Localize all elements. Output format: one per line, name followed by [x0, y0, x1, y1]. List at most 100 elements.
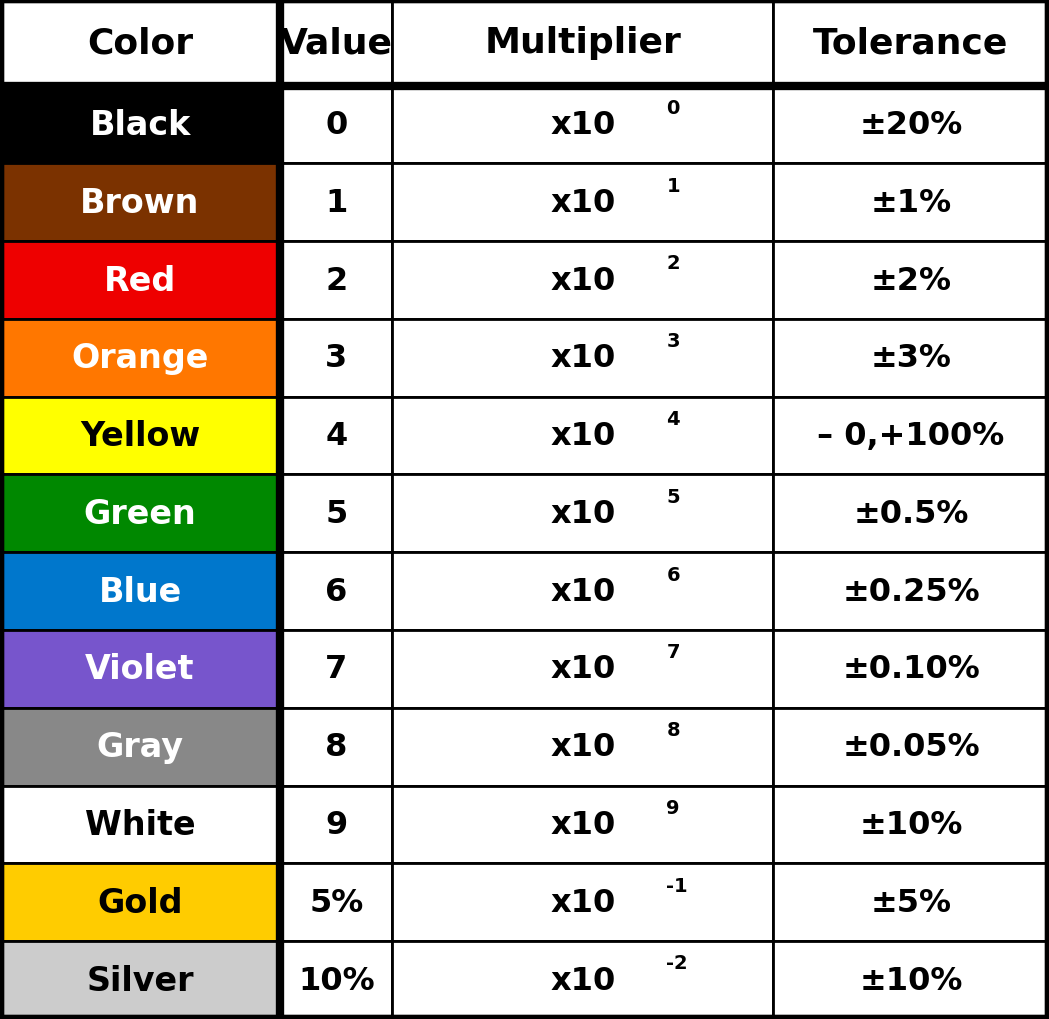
- Text: Violet: Violet: [85, 653, 195, 686]
- Bar: [392, 397, 773, 475]
- Text: x10: x10: [550, 732, 616, 762]
- Bar: [392, 942, 773, 1019]
- Text: ±1%: ±1%: [871, 187, 951, 218]
- Text: 5: 5: [325, 498, 347, 529]
- Text: 7: 7: [325, 654, 347, 685]
- Bar: [0, 942, 280, 1019]
- Text: 6: 6: [666, 565, 680, 584]
- Text: 3: 3: [325, 343, 347, 374]
- Text: Green: Green: [84, 497, 196, 530]
- Text: 2: 2: [666, 254, 680, 273]
- Bar: [773, 397, 1049, 475]
- Bar: [0, 164, 280, 242]
- Text: 0: 0: [325, 110, 347, 141]
- Text: Value: Value: [280, 26, 392, 60]
- Bar: [392, 631, 773, 708]
- Text: ±0.10%: ±0.10%: [842, 654, 980, 685]
- Text: Red: Red: [104, 264, 176, 298]
- Text: 9: 9: [325, 809, 347, 841]
- Bar: [280, 475, 392, 552]
- Text: x10: x10: [550, 498, 616, 529]
- Text: 4: 4: [666, 410, 680, 429]
- Text: x10: x10: [550, 421, 616, 451]
- Text: 3: 3: [666, 332, 680, 351]
- Bar: [0, 397, 280, 475]
- Bar: [280, 320, 392, 397]
- Bar: [0, 320, 280, 397]
- Bar: [392, 0, 773, 87]
- Bar: [773, 631, 1049, 708]
- Bar: [773, 0, 1049, 87]
- Text: x10: x10: [550, 576, 616, 607]
- Bar: [0, 631, 280, 708]
- Bar: [773, 786, 1049, 863]
- Text: ±0.5%: ±0.5%: [854, 498, 968, 529]
- Bar: [280, 786, 392, 863]
- Bar: [280, 631, 392, 708]
- Text: 6: 6: [325, 576, 347, 607]
- Bar: [280, 0, 392, 87]
- Bar: [392, 475, 773, 552]
- Text: Brown: Brown: [81, 186, 199, 219]
- Text: ±0.25%: ±0.25%: [842, 576, 980, 607]
- Bar: [280, 942, 392, 1019]
- Text: Color: Color: [87, 26, 193, 60]
- Bar: [773, 242, 1049, 320]
- Text: -2: -2: [666, 954, 688, 972]
- Text: ±5%: ±5%: [871, 887, 951, 918]
- Text: 0: 0: [666, 99, 680, 118]
- Text: 4: 4: [325, 421, 347, 451]
- Bar: [392, 242, 773, 320]
- Text: x10: x10: [550, 265, 616, 297]
- Text: 1: 1: [325, 187, 347, 218]
- Text: x10: x10: [550, 809, 616, 841]
- Bar: [773, 475, 1049, 552]
- Bar: [392, 708, 773, 786]
- Bar: [392, 87, 773, 164]
- Bar: [0, 242, 280, 320]
- Text: x10: x10: [550, 965, 616, 996]
- Bar: [0, 475, 280, 552]
- Bar: [0, 87, 280, 164]
- Text: Gray: Gray: [97, 731, 184, 763]
- Text: 8: 8: [666, 720, 680, 740]
- Text: Black: Black: [89, 109, 191, 142]
- Text: -1: -1: [666, 876, 688, 895]
- Text: x10: x10: [550, 343, 616, 374]
- Bar: [773, 87, 1049, 164]
- Bar: [280, 242, 392, 320]
- Text: 2: 2: [325, 265, 347, 297]
- Bar: [0, 552, 280, 631]
- Text: x10: x10: [550, 187, 616, 218]
- Text: Silver: Silver: [86, 964, 194, 997]
- Bar: [0, 0, 280, 87]
- Bar: [773, 942, 1049, 1019]
- Bar: [392, 552, 773, 631]
- Bar: [773, 863, 1049, 942]
- Text: White: White: [85, 808, 195, 842]
- Text: ±3%: ±3%: [871, 343, 951, 374]
- Bar: [280, 164, 392, 242]
- Text: 5%: 5%: [309, 887, 363, 918]
- Bar: [392, 320, 773, 397]
- Text: ±10%: ±10%: [859, 965, 963, 996]
- Text: ±0.05%: ±0.05%: [842, 732, 980, 762]
- Text: x10: x10: [550, 110, 616, 141]
- Bar: [773, 320, 1049, 397]
- Bar: [0, 786, 280, 863]
- Bar: [392, 164, 773, 242]
- Bar: [280, 397, 392, 475]
- Text: ±10%: ±10%: [859, 809, 963, 841]
- Text: 8: 8: [325, 732, 347, 762]
- Text: Multiplier: Multiplier: [485, 26, 681, 60]
- Text: Blue: Blue: [99, 575, 181, 608]
- Bar: [280, 552, 392, 631]
- Text: x10: x10: [550, 887, 616, 918]
- Bar: [280, 863, 392, 942]
- Text: 9: 9: [666, 798, 680, 817]
- Text: Tolerance: Tolerance: [813, 26, 1009, 60]
- Bar: [392, 863, 773, 942]
- Text: ±2%: ±2%: [871, 265, 951, 297]
- Text: 1: 1: [666, 176, 680, 196]
- Text: 7: 7: [666, 643, 680, 661]
